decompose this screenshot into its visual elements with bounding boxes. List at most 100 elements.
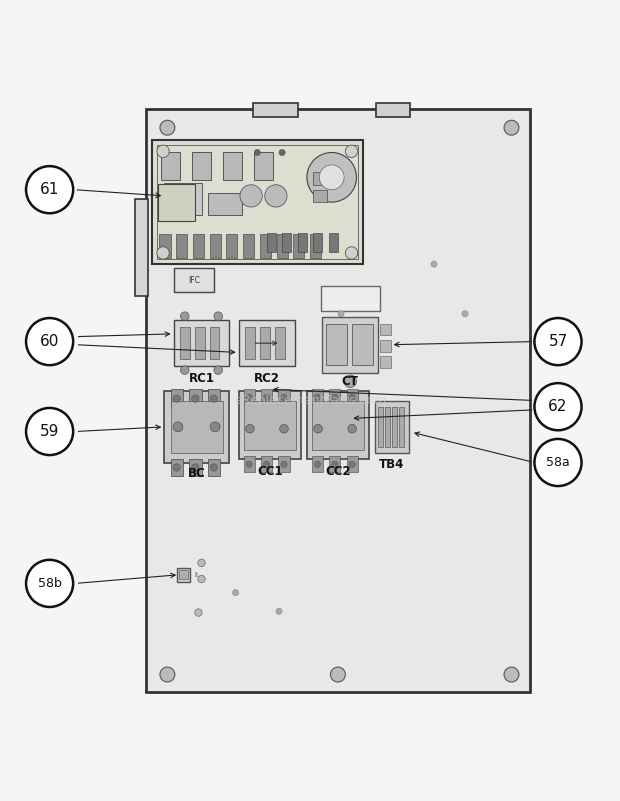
Circle shape: [210, 395, 218, 402]
Bar: [135, 199, 148, 296]
Bar: [157, 145, 358, 260]
Circle shape: [462, 311, 468, 317]
Circle shape: [246, 461, 252, 468]
Bar: [380, 324, 391, 336]
Bar: [208, 193, 242, 215]
Circle shape: [534, 318, 582, 365]
Circle shape: [26, 560, 73, 607]
Circle shape: [173, 395, 180, 402]
Circle shape: [265, 185, 287, 207]
Circle shape: [504, 667, 519, 682]
Bar: [380, 340, 391, 352]
Circle shape: [232, 590, 239, 596]
Bar: [322, 317, 378, 372]
Bar: [326, 324, 347, 365]
Circle shape: [180, 312, 189, 320]
Text: IFC: IFC: [188, 276, 200, 284]
Bar: [243, 235, 254, 258]
Bar: [158, 183, 195, 221]
Circle shape: [338, 311, 344, 317]
Bar: [313, 233, 322, 252]
Text: eReplacementParts.com: eReplacementParts.com: [234, 394, 386, 407]
Bar: [223, 152, 242, 180]
Bar: [244, 457, 255, 472]
Bar: [239, 391, 301, 460]
Bar: [208, 389, 220, 407]
Bar: [321, 286, 380, 311]
Circle shape: [210, 422, 220, 432]
Circle shape: [180, 366, 189, 374]
Circle shape: [314, 425, 322, 433]
Circle shape: [348, 425, 356, 433]
Circle shape: [214, 366, 223, 374]
Bar: [261, 389, 272, 405]
Bar: [260, 235, 271, 258]
Bar: [174, 320, 229, 366]
Circle shape: [307, 152, 356, 202]
Text: II: II: [194, 572, 198, 578]
Bar: [208, 459, 220, 476]
Circle shape: [246, 425, 254, 433]
Bar: [378, 407, 383, 447]
Bar: [375, 400, 409, 453]
Circle shape: [26, 166, 73, 213]
Text: 62: 62: [548, 399, 568, 414]
Bar: [174, 268, 214, 292]
Circle shape: [192, 395, 199, 402]
Bar: [179, 570, 188, 579]
Text: 58b: 58b: [38, 577, 61, 590]
Circle shape: [330, 667, 345, 682]
Bar: [385, 407, 390, 447]
Circle shape: [195, 609, 202, 616]
Circle shape: [281, 461, 287, 468]
Bar: [170, 400, 223, 453]
Text: 60: 60: [40, 334, 60, 349]
Bar: [210, 235, 221, 258]
Circle shape: [160, 120, 175, 135]
Bar: [347, 457, 358, 472]
Bar: [192, 152, 211, 180]
Circle shape: [504, 120, 519, 135]
Circle shape: [314, 461, 321, 468]
Text: RC2: RC2: [254, 372, 280, 385]
Bar: [313, 190, 327, 202]
Circle shape: [314, 394, 321, 400]
Bar: [164, 391, 229, 462]
Bar: [176, 235, 187, 258]
Bar: [170, 389, 183, 407]
Circle shape: [214, 312, 223, 320]
Circle shape: [240, 185, 262, 207]
Bar: [347, 389, 358, 405]
Bar: [239, 320, 294, 366]
Circle shape: [198, 559, 205, 566]
Bar: [254, 152, 273, 180]
Bar: [312, 389, 323, 405]
Circle shape: [534, 383, 582, 430]
Text: RC1: RC1: [188, 372, 215, 385]
Circle shape: [160, 667, 175, 682]
Circle shape: [157, 247, 169, 260]
Bar: [313, 172, 327, 185]
Bar: [312, 400, 364, 450]
Bar: [277, 235, 288, 258]
Circle shape: [345, 145, 358, 158]
Bar: [226, 235, 237, 258]
Circle shape: [173, 422, 183, 432]
Circle shape: [264, 461, 270, 468]
Bar: [164, 183, 202, 215]
Bar: [310, 235, 321, 258]
Circle shape: [210, 464, 218, 471]
Text: 57: 57: [548, 334, 568, 349]
Bar: [278, 457, 290, 472]
Text: CT: CT: [342, 376, 359, 388]
Bar: [261, 457, 272, 472]
Circle shape: [254, 150, 260, 155]
Circle shape: [332, 461, 338, 468]
Circle shape: [276, 608, 282, 614]
Bar: [170, 459, 183, 476]
Bar: [244, 400, 296, 450]
Bar: [380, 356, 391, 368]
Circle shape: [157, 145, 169, 158]
Circle shape: [192, 464, 199, 471]
Bar: [329, 233, 338, 252]
